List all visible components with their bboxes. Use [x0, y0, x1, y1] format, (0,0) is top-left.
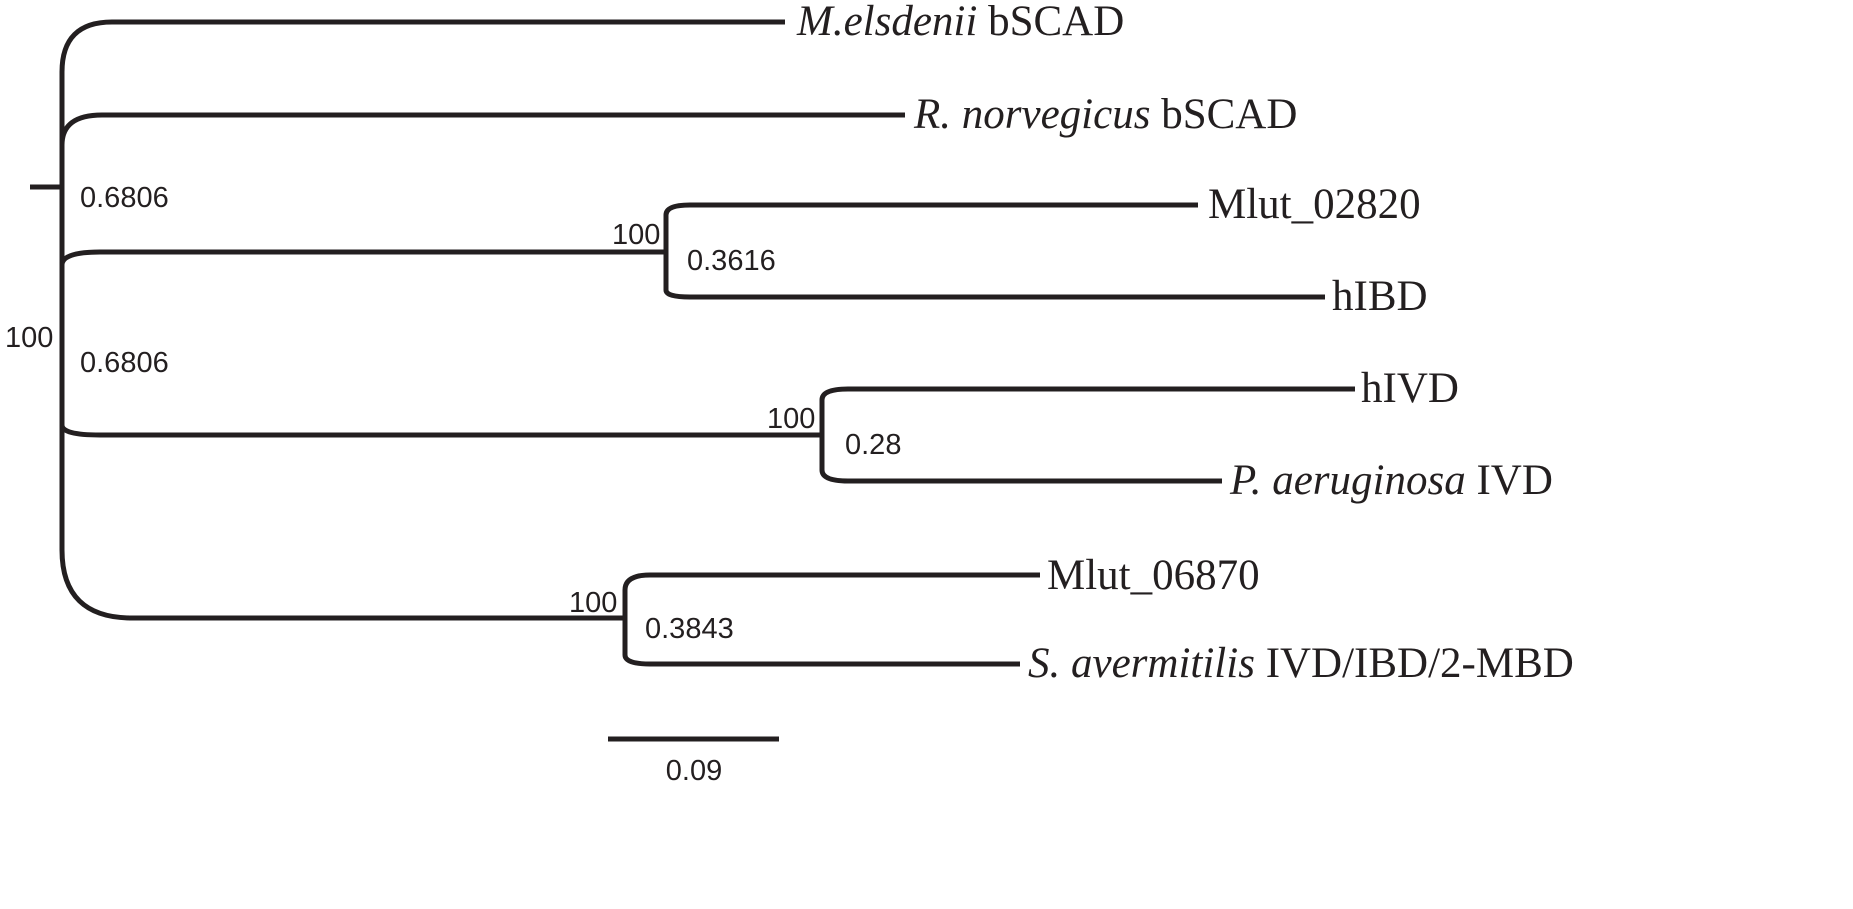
- leaf-label-rnorvegicus: R. norvegicus bSCAD: [913, 91, 1297, 138]
- branch-rnorvegicus: [59, 112, 905, 146]
- branch-mbd-clade: [59, 549, 625, 621]
- branch-length-label-ivd-clade: 0.28: [845, 429, 901, 461]
- root-support-label: 100: [5, 322, 53, 354]
- leaf-label-melsdenii: M.elsdenii bSCAD: [796, 0, 1124, 45]
- root-branch-label-lower: 0.6806: [80, 347, 169, 379]
- leaf-label-savermitilis: S. avermitilis IVD/IBD/2-MBD: [1028, 640, 1574, 687]
- branch-savermitilis: [622, 654, 1020, 667]
- leaf-label-hibd: hIBD: [1332, 273, 1428, 320]
- support-label-ivd-clade: 100: [767, 403, 815, 435]
- root-branch-label-upper: 0.6806: [80, 182, 169, 214]
- branch-ivd-clade: [59, 424, 822, 438]
- leaf-label-hivd: hIVD: [1361, 365, 1459, 412]
- branch-mlut06870: [622, 572, 1040, 591]
- branch-ibd-clade: [59, 249, 666, 266]
- branch-mlut02820: [663, 202, 1198, 216]
- leaf-label-paeruginosa: P. aeruginosa IVD: [1229, 457, 1553, 504]
- branch-length-label-ibd-clade: 0.3616: [687, 245, 776, 277]
- support-label-mbd-clade: 100: [569, 587, 617, 619]
- branch-length-label-mbd-clade: 0.3843: [645, 613, 734, 645]
- support-label-ibd-clade: 100: [612, 219, 660, 251]
- leaf-label-mlut02820: Mlut_02820: [1208, 181, 1421, 228]
- branch-hivd: [819, 386, 1355, 401]
- scale-bar-label: 0.09: [666, 755, 722, 787]
- leaf-label-mlut06870: Mlut_06870: [1047, 552, 1260, 599]
- branch-hibd: [663, 289, 1325, 300]
- branch-melsdenii: [59, 19, 785, 73]
- branch-paeruginosa: [819, 469, 1222, 484]
